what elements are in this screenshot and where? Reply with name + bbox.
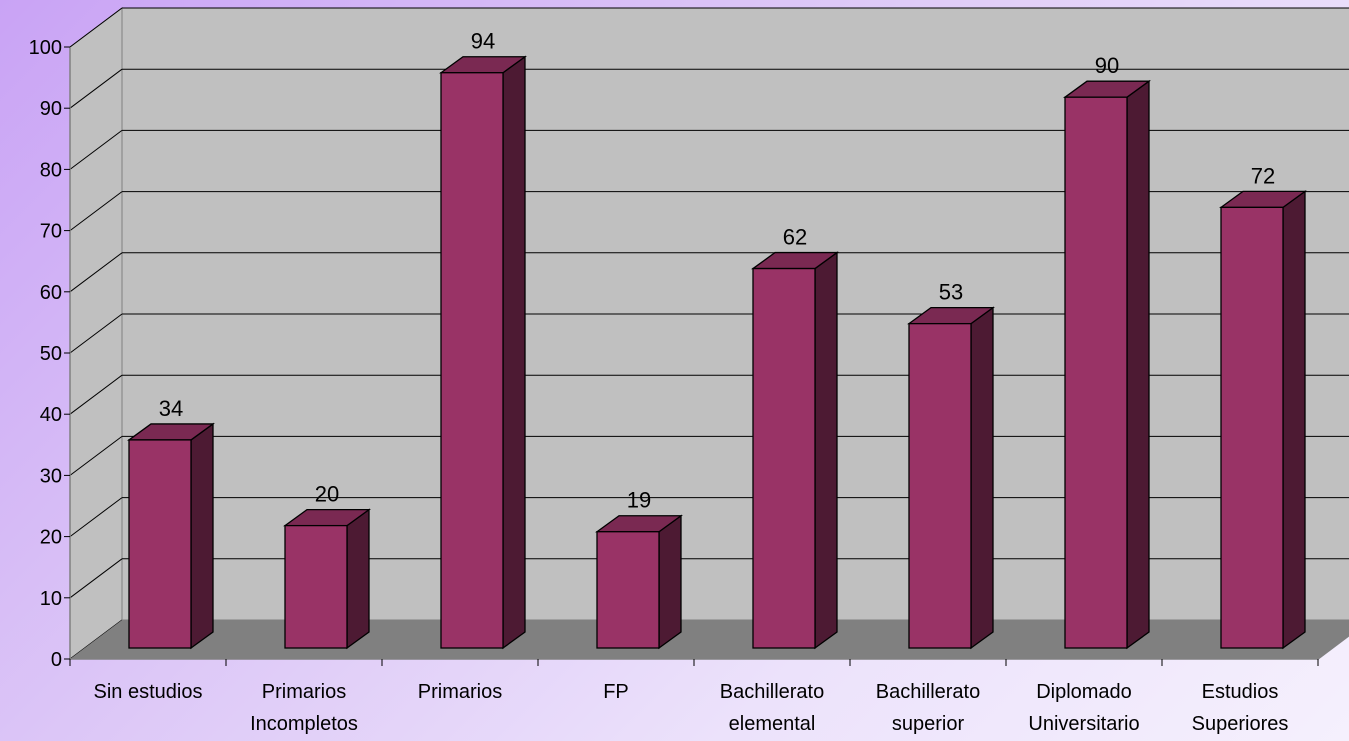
y-tick-label: 70 (40, 221, 62, 243)
x-tick-label: Bachillerato superior (876, 681, 981, 735)
data-label: 90 (1095, 53, 1119, 78)
side-gridline (69, 435, 123, 476)
gridlines (69, 7, 1349, 660)
data-label: 94 (471, 29, 495, 54)
y-tick-label: 10 (40, 588, 62, 610)
side-gridline (69, 497, 123, 537)
side-gridline (69, 191, 123, 232)
y-tick-label: 20 (40, 527, 62, 549)
x-tick-label: FP (603, 681, 629, 703)
side-gridline (69, 68, 123, 109)
bar-side (814, 251, 838, 650)
side-gridline (69, 129, 123, 170)
data-label: 53 (939, 280, 963, 305)
y-tick-label: 100 (29, 37, 62, 59)
data-labels: 34 20 94 19 62 53 90 72 (159, 29, 1275, 513)
data-label: 20 (315, 482, 339, 507)
y-tick-label: 40 (40, 404, 62, 426)
bar-side (1282, 190, 1306, 650)
bar-side (346, 508, 370, 650)
side-gridline (69, 252, 123, 293)
data-label: 72 (1251, 163, 1275, 188)
bar (596, 531, 660, 649)
floor-plane (70, 620, 1349, 659)
x-tick-label: Bachillerato elemental (720, 681, 825, 735)
data-label: 62 (783, 225, 807, 250)
data-label: 34 (159, 396, 183, 421)
bar (440, 72, 504, 649)
bar (1220, 206, 1284, 649)
side-gridline (69, 558, 123, 599)
y-tick-label: 90 (40, 98, 62, 120)
bar (128, 439, 192, 649)
bar (908, 322, 972, 649)
y-tick-label: 0 (51, 649, 62, 671)
side-gridline (69, 374, 123, 415)
chart-walls (69, 7, 1349, 660)
bar-side (190, 422, 214, 650)
x-tick-label: Sin estudios (94, 681, 203, 703)
bar (284, 524, 348, 649)
y-tick-label: 80 (40, 159, 62, 181)
side-gridline (69, 7, 123, 48)
bar (1064, 96, 1128, 649)
x-tick-label: Primarios Incompletos (250, 681, 358, 735)
floor-edge (1317, 634, 1349, 660)
bars (127, 55, 1307, 650)
x-tick-label: Estudios Superiores (1192, 681, 1289, 735)
y-axis-ticks: 0 10 20 30 40 50 60 70 80 90 100 (29, 37, 70, 671)
y-tick-label: 50 (40, 343, 62, 365)
x-tick-label: Primarios (418, 681, 502, 703)
bar-side (502, 55, 526, 650)
bar-side (970, 306, 994, 650)
x-axis-ticks: Sin estudios Primarios Incompletos Primario… (69, 659, 1319, 735)
y-tick-label: 60 (40, 282, 62, 304)
y-tick-label: 30 (40, 465, 62, 487)
bar-side (658, 514, 682, 650)
side-gridline (69, 313, 123, 354)
bar-side (1126, 79, 1150, 650)
bar (752, 267, 816, 649)
data-label: 19 (627, 488, 651, 513)
chart-floor (70, 620, 1349, 659)
x-tick-label: Diplomado Universitario (1028, 681, 1139, 735)
